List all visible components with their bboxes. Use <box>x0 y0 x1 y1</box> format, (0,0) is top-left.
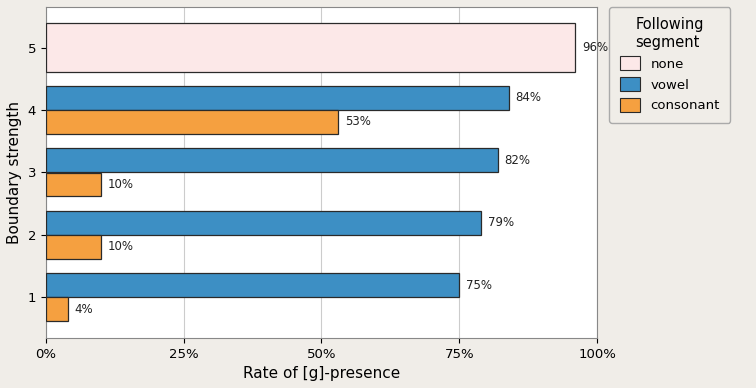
Text: 82%: 82% <box>504 154 531 167</box>
Bar <box>45 211 482 235</box>
Bar <box>45 86 509 110</box>
Bar <box>45 173 101 196</box>
Text: 10%: 10% <box>107 240 134 253</box>
Legend: none, vowel, consonant: none, vowel, consonant <box>609 7 730 123</box>
X-axis label: Rate of [g]-presence: Rate of [g]-presence <box>243 366 400 381</box>
Text: 79%: 79% <box>488 216 514 229</box>
Bar <box>45 23 575 72</box>
Text: 75%: 75% <box>466 279 492 292</box>
Y-axis label: Boundary strength: Boundary strength <box>7 101 22 244</box>
Bar <box>45 297 68 321</box>
Text: 53%: 53% <box>345 116 370 128</box>
Text: 4%: 4% <box>74 303 93 316</box>
Bar <box>45 110 338 134</box>
Bar <box>45 273 460 297</box>
Text: 10%: 10% <box>107 178 134 191</box>
Bar <box>45 235 101 259</box>
Text: 96%: 96% <box>582 41 608 54</box>
Text: 84%: 84% <box>516 92 541 104</box>
Bar <box>45 149 498 172</box>
